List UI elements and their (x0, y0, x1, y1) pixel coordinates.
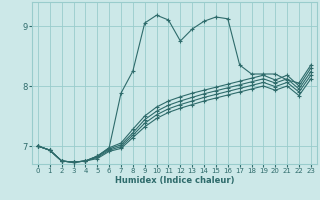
X-axis label: Humidex (Indice chaleur): Humidex (Indice chaleur) (115, 176, 234, 185)
